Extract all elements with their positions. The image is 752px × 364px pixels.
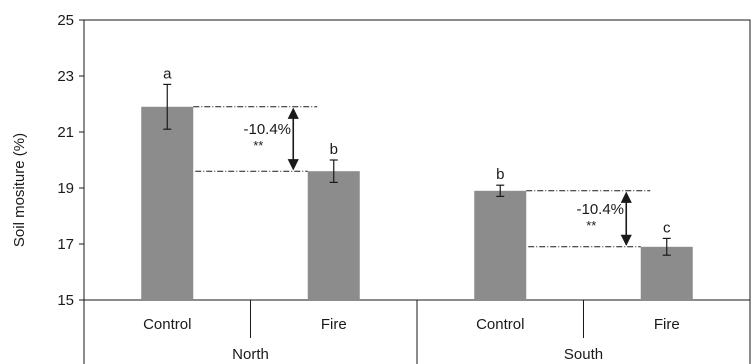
y-tick-label: 21	[57, 124, 74, 141]
significance-letter: c	[663, 219, 671, 236]
group-label: South	[564, 346, 603, 363]
category-label: Fire	[321, 316, 347, 333]
category-label: Control	[476, 316, 524, 333]
category-label: Fire	[654, 316, 680, 333]
y-tick-label: 19	[57, 180, 74, 197]
y-axis-label: Soil mositure (%)	[11, 133, 28, 247]
significance-letter: b	[496, 166, 504, 183]
percent-change-label: -10.4%	[243, 121, 291, 138]
significance-letter: a	[163, 65, 172, 82]
category-label: Control	[143, 316, 191, 333]
significance-stars: **	[586, 218, 596, 233]
plot-area: 151719212325NorthaControlbFire-10.4%**So…	[57, 12, 751, 364]
y-tick-label: 25	[57, 12, 74, 29]
group-label: North	[232, 346, 269, 363]
y-tick-label: 17	[57, 236, 74, 253]
bar	[474, 190, 527, 300]
percent-change-label: -10.4%	[576, 201, 624, 218]
significance-stars: **	[253, 138, 263, 153]
bar	[141, 106, 194, 300]
y-tick-label: 15	[57, 292, 74, 309]
significance-letter: b	[330, 141, 338, 158]
y-tick-label: 23	[57, 68, 74, 85]
bar	[307, 171, 360, 300]
